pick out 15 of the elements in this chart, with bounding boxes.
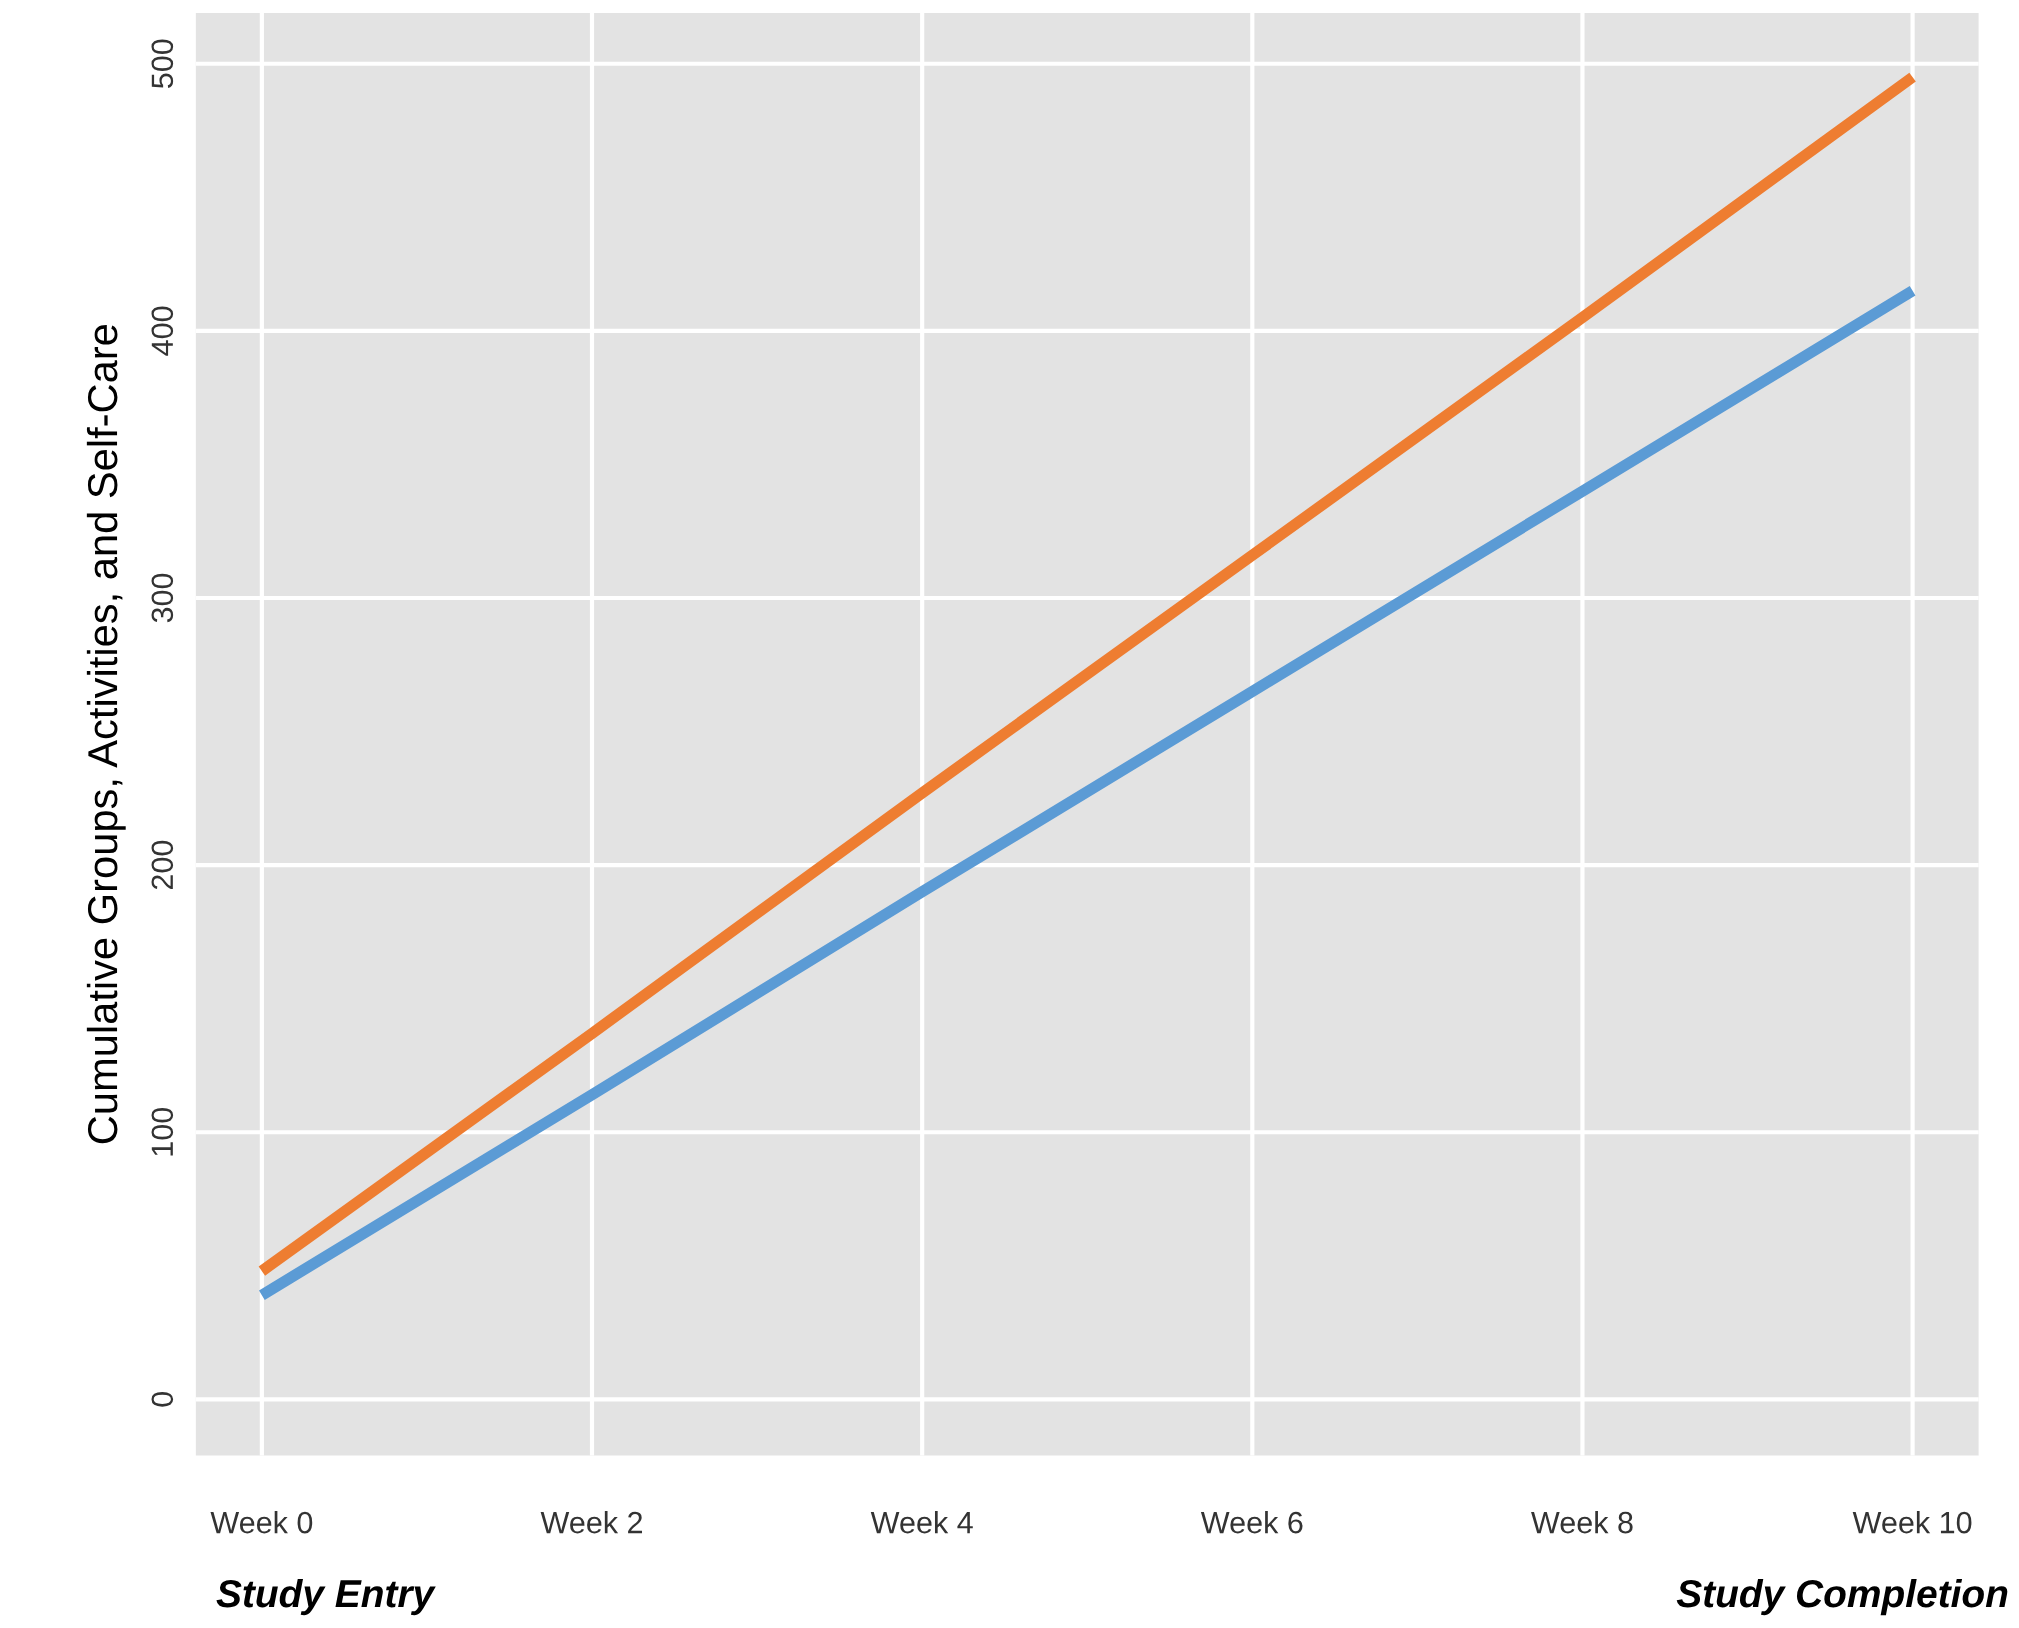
y-tick-label: 400: [151, 306, 174, 356]
x-tick-label: Week 0: [210, 1510, 313, 1534]
x-tick-label: Week 2: [540, 1510, 643, 1534]
y-tick-label: 200: [151, 840, 174, 890]
text: Study Entry: [216, 1578, 436, 1616]
x-tick-label: Week 4: [870, 1510, 973, 1534]
x-tick-label: Week 10: [1852, 1510, 1972, 1534]
text: Study Completion: [1676, 1578, 2008, 1616]
x-tick-label: Week 8: [1531, 1510, 1633, 1534]
y-tick-label: 500: [151, 39, 174, 89]
y-axis-title: Cumulative Groups, Activities, and Self-Care: [86, 325, 126, 1144]
y-tick-label: 300: [151, 573, 174, 623]
x-tick-label: Week 6: [1200, 1510, 1303, 1534]
y-tick-label: 0: [151, 1392, 174, 1407]
y-tick-label: 100: [151, 1107, 174, 1156]
